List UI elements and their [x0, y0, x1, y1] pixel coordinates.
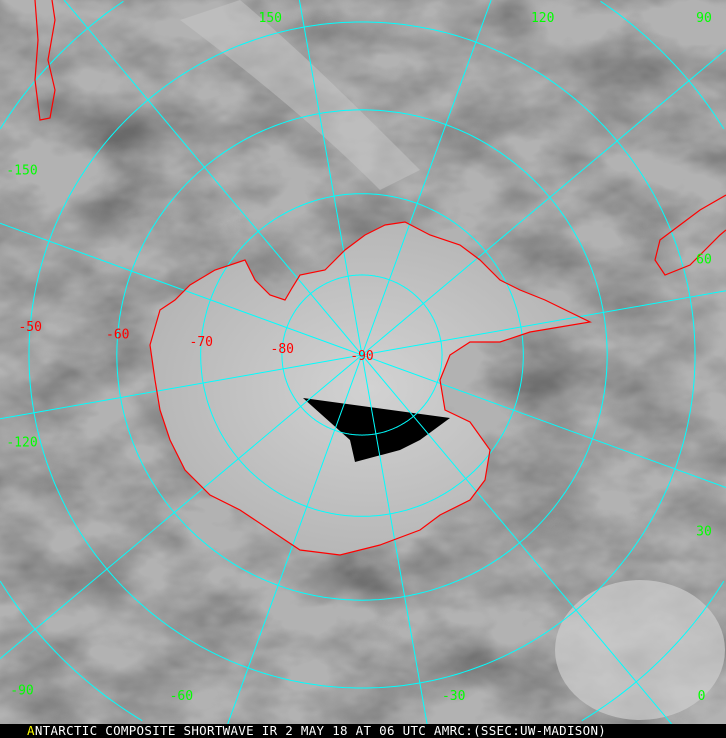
meridian-line [298, 0, 363, 356]
meridian-line [361, 354, 672, 724]
meridian-label: -90 [10, 684, 33, 699]
meridian-label: -60 [170, 689, 193, 704]
parallel-label: -60 [106, 328, 129, 343]
cloud-band [180, 0, 420, 190]
meridian-label: -30 [442, 689, 465, 704]
meridian-label: 30 [696, 525, 712, 540]
caption-first-letter: A [27, 723, 35, 738]
meridian-line [0, 354, 363, 420]
parallel-80s [281, 274, 443, 436]
parallel-70s [200, 193, 524, 517]
image-caption: ANTARCTIC COMPOSITE SHORTWAVE IR 2 MAY 1… [0, 724, 726, 738]
meridian-line [361, 49, 726, 356]
no-data-wedge [303, 398, 450, 462]
meridian-label: 90 [696, 11, 712, 26]
parallel-40s [0, 580, 143, 722]
meridian-label: 120 [531, 11, 554, 26]
meridian-line [0, 354, 363, 660]
antarctica-coastline [149, 221, 592, 556]
parallel-label: -80 [271, 342, 294, 357]
meridian-label: -120 [6, 436, 37, 451]
meridian-label: 0 [698, 689, 706, 704]
south-america-coastline [654, 194, 726, 276]
new-zealand-coastline [34, 0, 56, 121]
grid-labels: 150 120 90 60 30 0 -30 -60 -90 -120 -150 -50 -60 -70 -… [6, 11, 711, 704]
antarctica [150, 222, 590, 555]
meridian-line [361, 0, 492, 356]
meridian-line [227, 354, 363, 724]
parallel-40s [0, 0, 124, 130]
meridian-line [361, 290, 726, 356]
parallel-label: -50 [18, 320, 41, 335]
parallel-40s [600, 0, 725, 130]
coastline [34, 0, 726, 556]
parallel-label: -90 [350, 349, 373, 364]
caption-text: NTARCTIC COMPOSITE SHORTWAVE IR 2 MAY 18… [34, 723, 607, 738]
parallel-label: -70 [190, 335, 213, 350]
meridian-label: 150 [259, 11, 282, 26]
meridian-label: 60 [696, 252, 712, 267]
ice-sheet [150, 222, 590, 555]
parallel-60s [116, 109, 608, 601]
parallel-50s [28, 21, 696, 689]
cloud-mass [555, 580, 725, 720]
parallel-40s [581, 580, 725, 722]
meridian-line [361, 354, 726, 488]
meridian-line [63, 0, 363, 356]
meridian-line [0, 222, 363, 356]
meridian-label: -150 [6, 163, 37, 178]
